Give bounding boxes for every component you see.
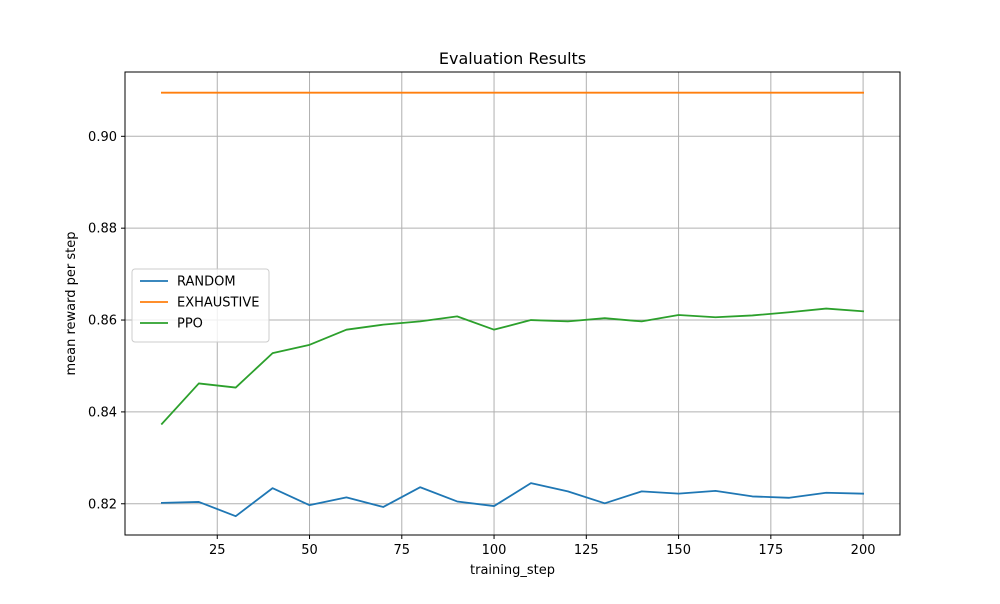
legend-label-ppo: PPO [177,317,203,332]
x-tick-label: 175 [758,543,783,558]
legend: RANDOM EXHAUSTIVE PPO [131,268,270,343]
y-axis-label: mean reward per step [64,231,79,375]
plot-frame [124,71,901,536]
legend-label-random: RANDOM [177,275,236,290]
series-layer [160,91,865,518]
tick-layer: 25 50 75 100 125 150 175 200 0.82 0.84 0.86 0.88 0.9… [88,130,875,558]
x-tick-label: 25 [209,543,226,558]
x-tick-label: 125 [574,543,599,558]
x-tick-label: 150 [666,543,691,558]
x-tick-label: 100 [482,543,507,558]
x-tick-label: 200 [851,543,876,558]
series-line-random [160,482,865,518]
series-line-ppo [160,307,865,426]
legend-label-exhaustive: EXHAUSTIVE [177,296,259,311]
y-tick-label: 0.84 [88,405,117,420]
chart-title: Evaluation Results [439,49,586,68]
y-tick-label: 0.90 [88,130,117,145]
x-tick-label: 75 [394,543,411,558]
y-tick-label: 0.86 [88,314,117,329]
y-tick-label: 0.82 [88,497,117,512]
x-axis-label: training_step [470,563,555,578]
y-tick-label: 0.88 [88,222,117,237]
x-tick-label: 50 [301,543,318,558]
grid-layer [125,72,900,535]
